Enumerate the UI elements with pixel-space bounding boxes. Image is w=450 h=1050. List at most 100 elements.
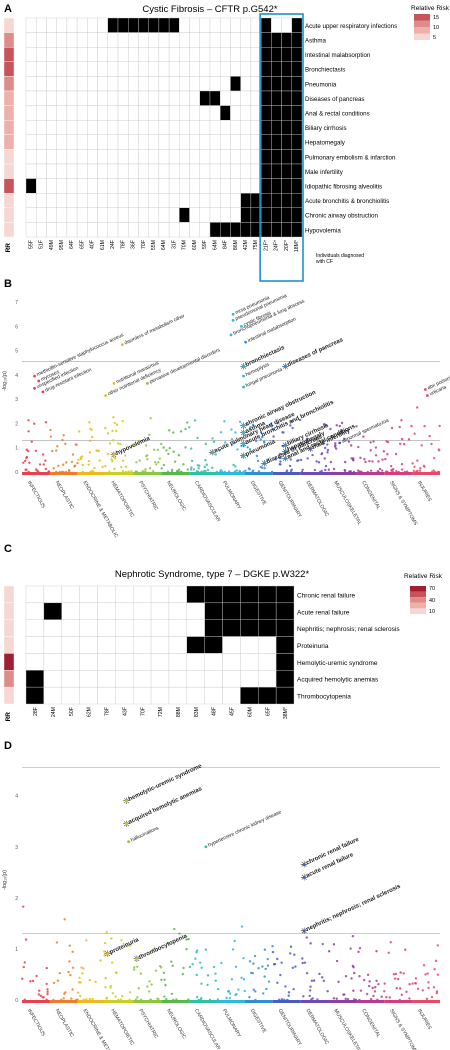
panel-a-cell <box>158 61 170 77</box>
panel-d-point <box>128 998 131 1002</box>
panel-b-point <box>25 456 28 460</box>
panel-b-point <box>419 467 422 470</box>
panel-a-cell <box>281 76 292 92</box>
panel-b-point <box>306 440 309 444</box>
panel-b-point <box>87 463 90 466</box>
panel-b-point <box>148 433 151 437</box>
panel-c-cell <box>25 653 45 671</box>
panel-a-cell <box>25 47 37 63</box>
panel-c-cell <box>240 653 259 671</box>
panel-b-point <box>313 468 317 472</box>
panel-b-point <box>112 416 115 419</box>
panel-b-point <box>372 440 375 443</box>
panel-a-cell <box>220 47 231 63</box>
panel-b-letter: B <box>4 278 12 290</box>
panel-a-cell <box>281 61 292 77</box>
panel-a-cell <box>189 222 200 238</box>
panel-d-point <box>312 979 316 982</box>
panel-a-cell <box>25 76 37 92</box>
panel-b-point <box>300 470 304 474</box>
panel-a-legend-title: Relative Risk <box>411 5 450 12</box>
panel-d-point <box>103 954 106 957</box>
panel-d-point <box>79 994 82 998</box>
panel-c-rr-cell <box>3 686 15 705</box>
panel-b-point <box>263 467 266 470</box>
panel-b-point <box>340 421 344 425</box>
panel-a-highlight-label-1: Individuals diagnosed <box>316 253 364 259</box>
panel-a-cell <box>240 207 252 223</box>
panel-b-category-label: GENITOURINARY <box>277 480 303 520</box>
panel-a-cell <box>281 222 292 238</box>
panel-a-cell <box>56 163 68 179</box>
panel-c-cell <box>43 585 62 604</box>
panel-c-row-label: Proteinuria <box>297 643 329 650</box>
panel-d-category-label: NEUROLOGIC <box>165 1008 187 1040</box>
panel-d-point <box>46 988 49 991</box>
panel-d-category-label: INFECTIOUS <box>26 1008 47 1038</box>
panel-c-cell <box>79 653 98 671</box>
panel-d-point <box>67 970 70 974</box>
panel-d-point <box>357 950 360 954</box>
panel-b-point <box>363 457 366 461</box>
panel-a-cell <box>230 47 241 63</box>
panel-c-cell <box>43 670 62 688</box>
panel-c-cell <box>258 653 277 671</box>
panel-a-cell <box>168 119 180 135</box>
panel-c-cell <box>43 619 62 637</box>
panel-a-col-label: 49M <box>49 240 55 250</box>
panel-b-point <box>148 467 152 470</box>
panel-a-cell <box>179 17 190 33</box>
panel-a-col-label: 42M <box>243 240 249 250</box>
panel-c-cell <box>115 686 134 705</box>
panel-d-point <box>411 982 414 985</box>
panel-b-category-label: MUSCULOSKELETAL <box>332 480 362 526</box>
panel-b-point <box>101 465 104 469</box>
panel-a-cell <box>148 192 160 208</box>
panel-b-point <box>285 469 289 472</box>
panel-b-labeled-point <box>120 343 124 346</box>
panel-d-point <box>228 996 232 1000</box>
panel-a-cell <box>291 192 303 208</box>
panel-a-cell <box>148 149 160 165</box>
panel-b-point <box>144 444 148 447</box>
panel-a-cell <box>271 192 282 208</box>
panel-a-cell <box>128 47 139 63</box>
panel-c-cell <box>240 636 259 654</box>
panel-b-point <box>420 444 423 447</box>
panel-b-point <box>223 420 226 423</box>
panel-b-ytick: 1 <box>15 446 18 452</box>
panel-b-point <box>352 470 356 474</box>
panel-a-cell <box>179 134 190 150</box>
panel-b-point <box>432 469 435 472</box>
panel-a-cell <box>25 17 37 33</box>
panel-a-cell <box>107 90 119 106</box>
panel-a-cell <box>97 134 108 150</box>
panel-b-point <box>410 424 413 428</box>
panel-b-point <box>413 465 416 468</box>
panel-a-cell <box>209 90 221 106</box>
panel-a-cell <box>209 163 221 179</box>
panel-b-point <box>291 426 294 430</box>
panel-d-point <box>56 979 60 982</box>
panel-a-cell <box>179 163 190 179</box>
panel-b-point <box>344 460 347 464</box>
panel-b-point <box>27 419 30 422</box>
panel-a-cell <box>209 192 221 208</box>
panel-b-labeled-point <box>242 365 245 368</box>
panel-a-cell <box>230 76 241 92</box>
panel-b-point <box>64 442 67 446</box>
panel-a-cf-highlight-box <box>259 13 304 282</box>
panel-a-cell <box>240 163 252 179</box>
panel-a-cell <box>46 222 57 238</box>
panel-b-point <box>200 470 203 473</box>
panel-b-point <box>306 457 309 460</box>
panel-c-cell <box>186 636 205 654</box>
panel-d-point <box>31 979 35 983</box>
panel-b-point <box>324 424 327 428</box>
panel-d-point <box>109 986 112 989</box>
panel-a-cell <box>199 178 211 194</box>
panel-a-cell <box>87 222 98 238</box>
panel-a-cell <box>46 76 57 92</box>
panel-b-point <box>269 423 273 427</box>
panel-c-cell <box>61 686 80 705</box>
